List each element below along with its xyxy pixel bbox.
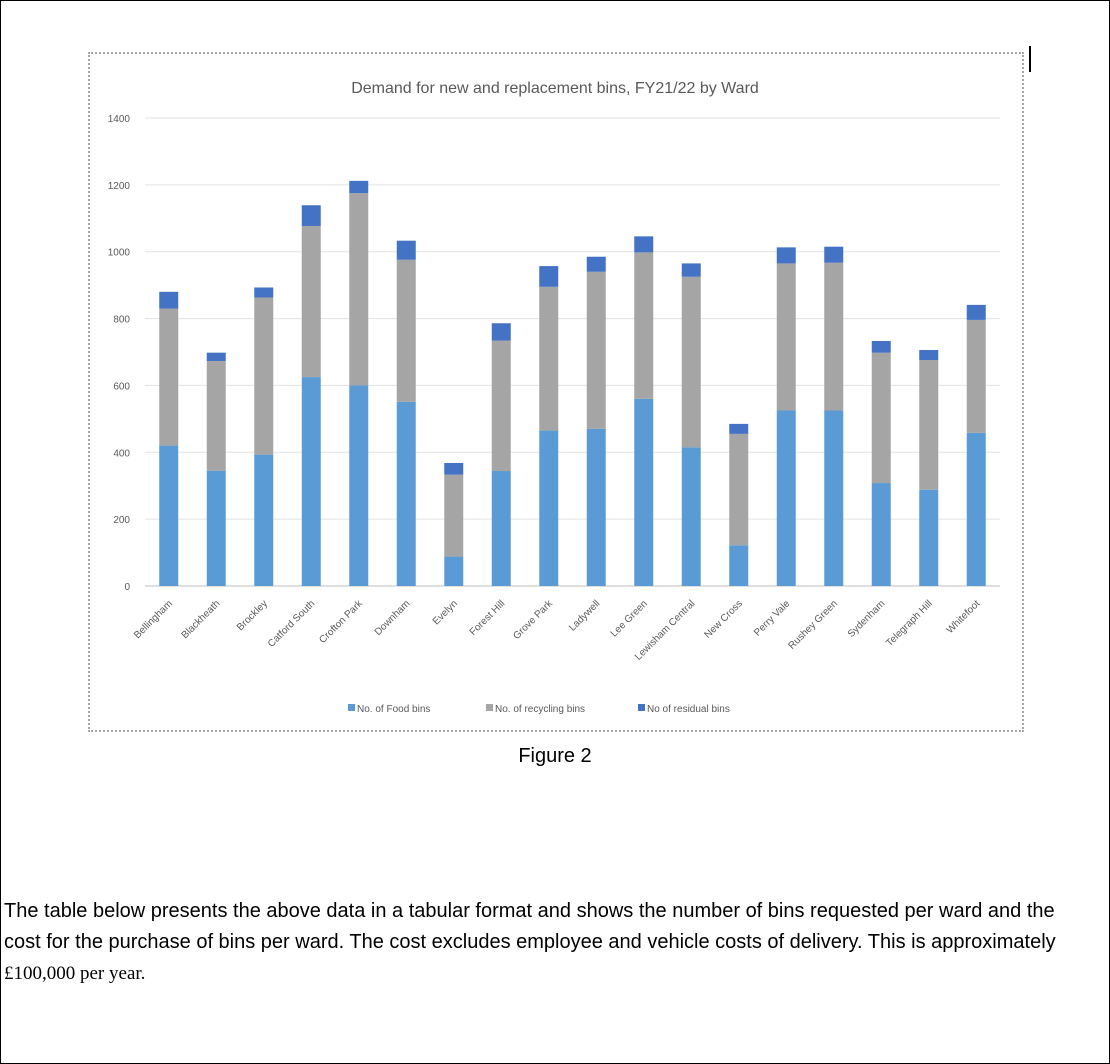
bar-segment (824, 410, 844, 586)
x-tick-label: Evelyn (431, 598, 460, 627)
bar-segment (206, 470, 226, 586)
stacked-bar-chart: Demand for new and replacement bins, FY2… (108, 80, 1000, 715)
bar-segment (301, 377, 321, 586)
bar-segment (539, 266, 559, 287)
bar-segment (776, 263, 796, 411)
x-tick-label: Perry Vale (752, 598, 793, 639)
chart-title: Demand for new and replacement bins, FY2… (351, 80, 759, 97)
y-tick-label: 1000 (108, 248, 131, 259)
bar-segment (349, 180, 369, 194)
x-tick-label: Bellingham (132, 598, 175, 641)
bar-segment (159, 291, 179, 309)
bar-segment (586, 256, 606, 272)
figure-caption: Figure 2 (518, 745, 592, 767)
legend-swatch (638, 704, 645, 711)
bar-segment (159, 308, 179, 446)
bar-segment (539, 286, 559, 431)
bar-segment (444, 474, 464, 557)
x-tick-label: Rushey Green (786, 598, 839, 651)
x-tick-label: New Cross (703, 598, 745, 640)
x-tick-label: Ladywell (567, 598, 602, 633)
bar-segment (919, 349, 939, 361)
bar-segment (871, 352, 891, 484)
bar-segment (539, 430, 559, 586)
bar-segment (871, 483, 891, 586)
legend-label: No of residual bins (647, 704, 730, 715)
bar-segment (491, 323, 511, 341)
paragraph-text: The table below presents the above data … (4, 900, 1056, 953)
legend-swatch (486, 704, 493, 711)
bar-segment (396, 401, 416, 586)
bar-segment (206, 352, 226, 362)
bar-segment (776, 247, 796, 264)
chart-area[interactable] (88, 52, 1024, 732)
y-tick-label: 400 (113, 448, 130, 459)
x-tick-label: Telegraph Hill (884, 598, 935, 649)
x-tick-label: Blackheath (180, 598, 223, 641)
bar-segment (966, 432, 986, 586)
legend-label: No. of Food bins (357, 704, 430, 715)
x-tick-label: Sydenham (846, 598, 888, 640)
bar-segment (919, 489, 939, 586)
bar-segment (966, 319, 986, 433)
bar-segment (824, 246, 844, 263)
bar-segment (444, 556, 464, 586)
legend-swatch (348, 704, 355, 711)
bar-segment (824, 262, 844, 411)
x-tick-label: Crofton Park (317, 598, 365, 646)
x-tick-label: Lee Green (609, 598, 650, 639)
bar-segment (729, 545, 749, 586)
bar-segment (301, 225, 321, 378)
x-tick-label: Whitefoot (945, 598, 983, 636)
bar-segment (396, 259, 416, 402)
bar-segment (729, 423, 749, 434)
bar-segment (349, 193, 369, 386)
bar-segment (254, 287, 274, 298)
body-paragraph: The table below presents the above data … (4, 896, 1094, 989)
bar-segment (681, 447, 701, 586)
bar-segment (349, 385, 369, 586)
y-tick-label: 200 (113, 515, 130, 526)
bar-segment (254, 297, 274, 455)
bar-segment (491, 340, 511, 472)
y-tick-label: 0 (124, 582, 130, 593)
bar-segment (634, 252, 654, 399)
bar-segment (776, 410, 796, 586)
y-tick-label: 1400 (108, 114, 131, 125)
bar-segment (396, 240, 416, 260)
x-tick-label: Grove Park (511, 598, 555, 642)
text-cursor (1029, 46, 1031, 72)
bar-segment (254, 454, 274, 586)
bar-segment (871, 340, 891, 353)
bar-segment (586, 271, 606, 429)
bar-segment (301, 205, 321, 226)
x-tick-label: Catford South (266, 598, 317, 649)
x-tick-label: Brockley (235, 598, 270, 633)
x-tick-label: Downham (373, 598, 413, 638)
x-tick-label: Forest Hill (468, 598, 508, 638)
y-tick-label: 600 (113, 381, 130, 392)
bar-segment (634, 398, 654, 586)
bar-segment (919, 360, 939, 490)
bar-segment (634, 236, 654, 253)
bar-segment (159, 445, 179, 586)
y-tick-label: 1200 (108, 181, 131, 192)
y-tick-label: 800 (113, 315, 130, 326)
bar-segment (681, 263, 701, 277)
bar-segment (681, 276, 701, 448)
bar-segment (586, 428, 606, 586)
paragraph-cost-text: £100,000 per year. (4, 963, 146, 984)
bar-segment (491, 471, 511, 586)
legend-label: No. of recycling bins (495, 704, 585, 715)
bar-segment (206, 361, 226, 471)
bar-segment (966, 304, 986, 320)
bar-segment (444, 462, 464, 475)
bar-segment (729, 433, 749, 546)
